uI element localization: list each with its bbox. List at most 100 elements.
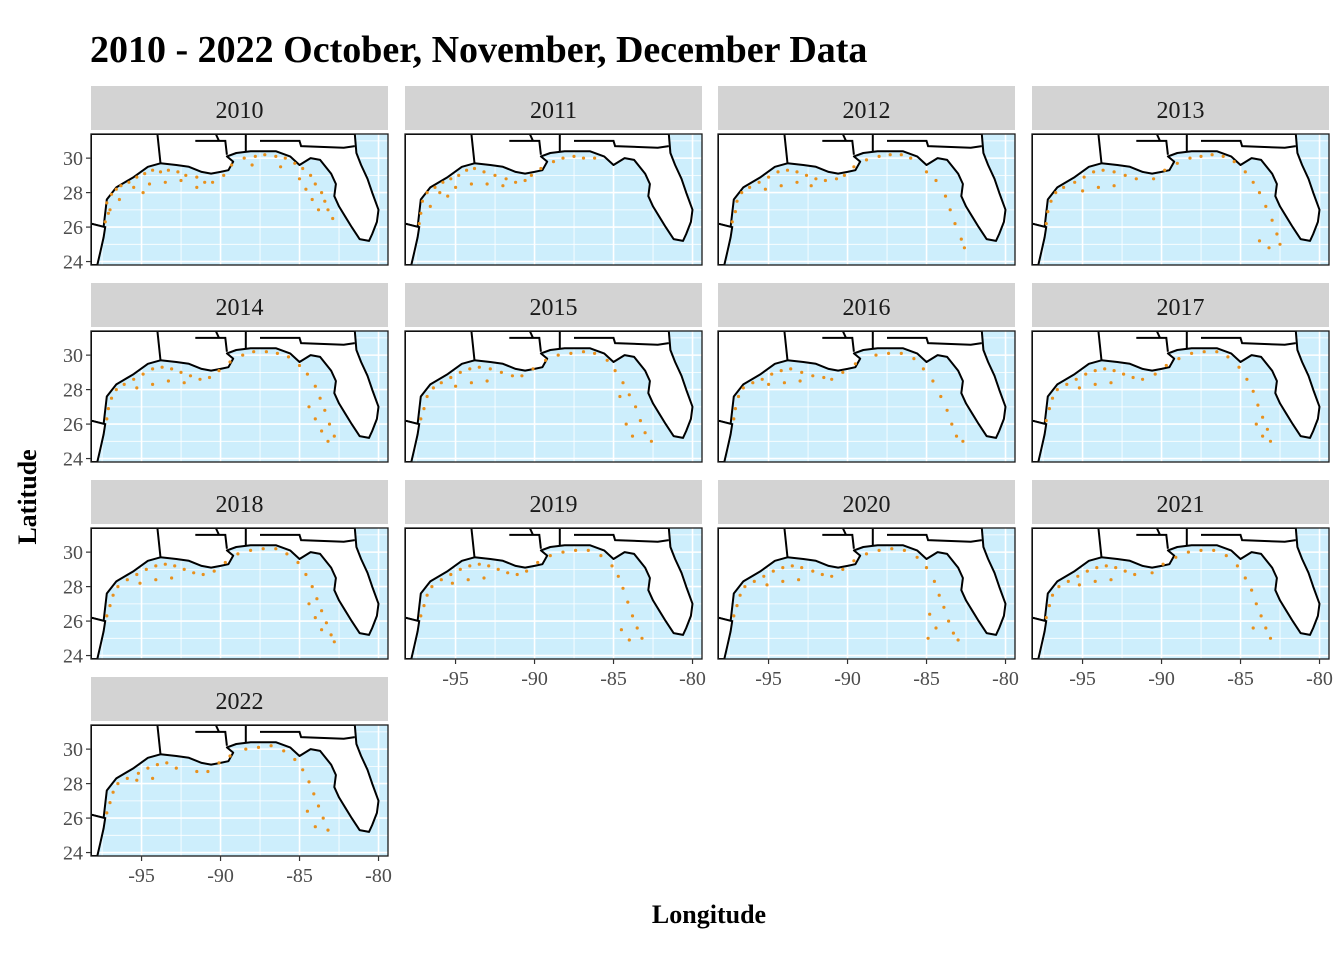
data-point — [109, 192, 114, 196]
data-point — [751, 381, 755, 385]
x-axis-title: Longitude — [652, 900, 766, 929]
data-point — [852, 165, 856, 169]
data-point — [800, 566, 804, 570]
data-point — [217, 369, 221, 373]
state-border — [1097, 134, 1103, 164]
state-border — [214, 134, 220, 142]
data-point — [630, 434, 635, 438]
data-point — [605, 358, 609, 362]
data-point — [934, 626, 938, 630]
data-point — [135, 572, 139, 577]
data-point — [877, 154, 881, 158]
data-point — [263, 153, 267, 157]
data-point — [506, 571, 510, 575]
y-tick-label: 26 — [63, 611, 83, 633]
data-point — [105, 811, 109, 815]
data-point — [1268, 439, 1273, 443]
facet-strip — [1032, 283, 1329, 327]
data-point — [776, 170, 780, 174]
state-border — [1155, 134, 1161, 142]
data-point — [477, 365, 481, 369]
data-point — [244, 747, 248, 751]
data-point — [1256, 403, 1260, 407]
facet-strip — [718, 480, 1015, 524]
data-point — [108, 801, 112, 805]
data-point — [569, 351, 573, 355]
data-point — [449, 177, 453, 181]
data-point — [1066, 579, 1070, 584]
data-point — [170, 576, 174, 580]
data-point — [296, 560, 300, 565]
data-point — [105, 614, 109, 618]
data-point — [274, 547, 278, 551]
data-point — [151, 776, 155, 781]
data-point — [105, 417, 109, 421]
data-point — [520, 374, 524, 378]
data-point — [514, 180, 518, 184]
data-point — [515, 572, 519, 577]
data-point — [323, 408, 327, 412]
data-point — [158, 170, 163, 174]
y-tick-label: 24 — [63, 449, 83, 471]
state-border — [470, 528, 476, 558]
facet-panel-2016: 2016 — [717, 283, 1016, 463]
data-point — [192, 571, 196, 575]
data-point — [951, 631, 956, 635]
data-point — [1092, 170, 1096, 174]
data-point — [449, 375, 453, 380]
data-point — [954, 434, 959, 438]
x-tick-label: -80 — [992, 668, 1019, 690]
state-border — [574, 336, 669, 346]
data-point — [820, 572, 824, 577]
data-point — [297, 177, 302, 181]
data-point — [619, 628, 624, 632]
facet-panel-2022: 2022 24 26 28 30 -95 -90 -85 -80 — [63, 677, 392, 887]
data-point — [1112, 184, 1116, 188]
y-tick-label: 26 — [63, 414, 83, 436]
state-border — [195, 730, 228, 746]
data-point — [536, 560, 540, 565]
state-border — [887, 533, 982, 543]
x-tick-label: -90 — [207, 865, 234, 887]
facet-panel-2010: 2010 24 26 28 30 — [63, 86, 389, 274]
mexico-coastline — [718, 616, 734, 659]
data-point — [241, 353, 245, 357]
data-point — [1268, 636, 1273, 640]
data-point — [643, 431, 647, 435]
us-coastline — [1032, 134, 1321, 242]
data-point — [962, 246, 967, 250]
data-point — [581, 350, 586, 354]
data-point — [261, 547, 265, 551]
y-tick-label: 30 — [63, 542, 83, 564]
us-coastline — [91, 331, 380, 439]
data-point — [937, 593, 941, 597]
data-point — [184, 173, 188, 177]
data-point — [752, 579, 756, 584]
data-point — [305, 372, 309, 376]
data-point — [915, 555, 919, 559]
x-tick-label: -95 — [442, 668, 469, 690]
data-point — [282, 749, 286, 753]
data-point — [741, 386, 745, 390]
chart-title: 2010 - 2022 October, November, December … — [90, 29, 867, 71]
state-border — [783, 134, 789, 164]
data-point — [465, 168, 469, 172]
state-border — [1136, 139, 1169, 155]
data-point — [106, 407, 110, 411]
data-point — [830, 574, 834, 578]
data-point — [154, 564, 158, 568]
map-area — [718, 528, 1015, 659]
data-point — [485, 379, 489, 383]
data-point — [924, 566, 929, 570]
facet-panel-2011: 2011 — [404, 86, 703, 266]
data-point — [206, 769, 210, 774]
state-border — [1201, 533, 1296, 543]
data-point — [770, 372, 774, 376]
data-point — [1082, 175, 1086, 179]
data-point — [1153, 372, 1157, 376]
data-point — [1150, 571, 1154, 575]
data-point — [877, 548, 881, 553]
map-area — [1032, 331, 1329, 462]
panel-border — [717, 330, 1016, 463]
data-point — [309, 173, 313, 177]
